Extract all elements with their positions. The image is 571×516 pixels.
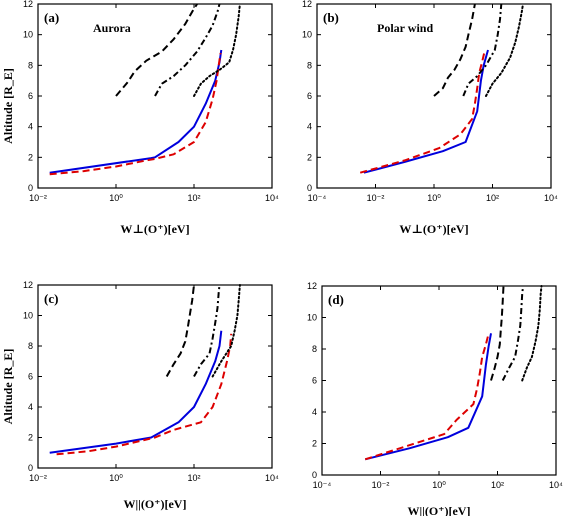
- panel-label: (c): [44, 291, 58, 306]
- x-tick-label: 10⁰: [427, 193, 441, 203]
- plot-frame: [321, 285, 557, 476]
- x-tick-label: 10²: [491, 480, 504, 490]
- y-axis-label: Altitude [R_E]: [1, 68, 15, 144]
- series-line-dashed-3: [165, 284, 195, 377]
- x-tick-label: 10⁻⁴: [308, 193, 327, 203]
- panel-2: 10⁻⁴ 10⁻² 10⁰ 10² 10⁴ 0 2 4 6 8 10 12 (b) Polar wind W…: [302, 0, 558, 236]
- y-tick-label: 12: [23, 0, 33, 9]
- x-tick-label: 10⁰: [432, 480, 446, 490]
- series-line-solid-1: [363, 49, 489, 174]
- panel-label: (a): [44, 10, 59, 25]
- y-tick-label: 6: [312, 376, 317, 386]
- series-line-dashdot-4: [501, 285, 525, 381]
- y-tick-label: 8: [28, 341, 33, 351]
- panel-3: 10⁻² 10⁰ 10² 10⁴ 0 2 4 6 8 10 12 (c) W||(O⁺)[eV] Alti…: [1, 280, 279, 511]
- panel-4: 10⁻⁴ 10⁻² 10⁰ 10² 10⁴ 0 2 4 6 8 10 12 (d) W||(O⁺)[eV]: [307, 281, 563, 516]
- y-tick-label: 10: [302, 30, 312, 40]
- x-tick-label: 10⁴: [549, 480, 563, 490]
- y-tick-label: 0: [28, 183, 33, 193]
- y-tick-label: 12: [302, 0, 312, 9]
- x-tick-label: 10²: [187, 193, 200, 203]
- y-tick-label: 4: [312, 407, 317, 417]
- series-line-solid-1: [364, 333, 492, 461]
- y-tick-label: 2: [28, 152, 33, 162]
- series-line-dashdot-4: [462, 3, 503, 97]
- x-axis-label: W||(O⁺)[eV]: [408, 504, 471, 516]
- y-tick-label: 10: [23, 30, 33, 40]
- series-line-dashed-2: [359, 49, 486, 174]
- x-axis-label: W||(O⁺)[eV]: [124, 497, 187, 511]
- y-tick-label: 0: [307, 183, 312, 193]
- x-tick-label: 10⁰: [109, 473, 123, 483]
- y-tick-label: 12: [307, 281, 317, 291]
- panel-1: 10⁻² 10⁰ 10² 10⁴ 0 2 4 6 8 10 12 (a) Aurora W⊥(O⁺)[eV…: [1, 0, 279, 236]
- plot-frame: [37, 284, 273, 469]
- x-tick-label: 10⁻²: [367, 193, 385, 203]
- x-tick-label: 10⁻²: [372, 480, 390, 490]
- y-tick-label: 2: [28, 433, 33, 443]
- series-line-dotted-5: [211, 284, 241, 378]
- x-tick-label: 10⁴: [544, 193, 558, 203]
- series-line-dashed-2: [364, 333, 490, 461]
- series-line-dashed-3: [433, 3, 476, 97]
- y-tick-label: 0: [312, 470, 317, 480]
- series-line-dashed-2: [49, 52, 222, 176]
- series-line-dotted-5: [521, 285, 543, 382]
- y-tick-label: 8: [312, 344, 317, 354]
- panel-label: (b): [323, 10, 339, 25]
- series-line-dashed-2: [56, 333, 233, 456]
- panel-annotation: Polar wind: [377, 21, 433, 35]
- series-line-dashed-3: [115, 3, 198, 97]
- panel-label: (d): [328, 292, 344, 307]
- y-tick-label: 4: [307, 122, 312, 132]
- series-line-dashdot-4: [154, 3, 221, 97]
- x-tick-label: 10⁻²: [29, 193, 47, 203]
- x-axis-label: W⊥(O⁺)[eV]: [399, 222, 468, 236]
- x-tick-label: 10⁰: [109, 193, 123, 203]
- y-tick-label: 10: [307, 313, 317, 323]
- y-tick-label: 12: [23, 280, 33, 290]
- y-tick-label: 6: [307, 91, 312, 101]
- x-tick-label: 10²: [187, 473, 200, 483]
- x-tick-label: 10⁴: [265, 473, 279, 483]
- y-axis-label: Altitude [R_E]: [1, 349, 15, 425]
- y-tick-label: 0: [28, 463, 33, 473]
- series-line-dashdot-4: [193, 284, 221, 377]
- x-tick-label: 10⁻²: [29, 473, 47, 483]
- y-tick-label: 6: [28, 91, 33, 101]
- series-line-dashed-3: [490, 285, 505, 381]
- x-tick-label: 10²: [486, 193, 499, 203]
- y-tick-label: 4: [28, 402, 33, 412]
- panel-annotation: Aurora: [93, 21, 131, 35]
- y-tick-label: 8: [28, 60, 33, 70]
- y-tick-label: 8: [307, 60, 312, 70]
- x-axis-label: W⊥(O⁺)[eV]: [120, 222, 189, 236]
- series-line-dotted-5: [485, 3, 524, 97]
- series-line-dotted-5: [193, 3, 241, 97]
- y-tick-label: 2: [312, 439, 317, 449]
- x-tick-label: 10⁴: [265, 193, 279, 203]
- y-tick-label: 10: [23, 311, 33, 321]
- y-tick-label: 6: [28, 372, 33, 382]
- x-tick-label: 10⁻⁴: [313, 480, 332, 490]
- y-tick-label: 4: [28, 122, 33, 132]
- series-line-solid-1: [49, 330, 223, 454]
- y-tick-label: 2: [307, 152, 312, 162]
- series-line-solid-1: [49, 49, 223, 174]
